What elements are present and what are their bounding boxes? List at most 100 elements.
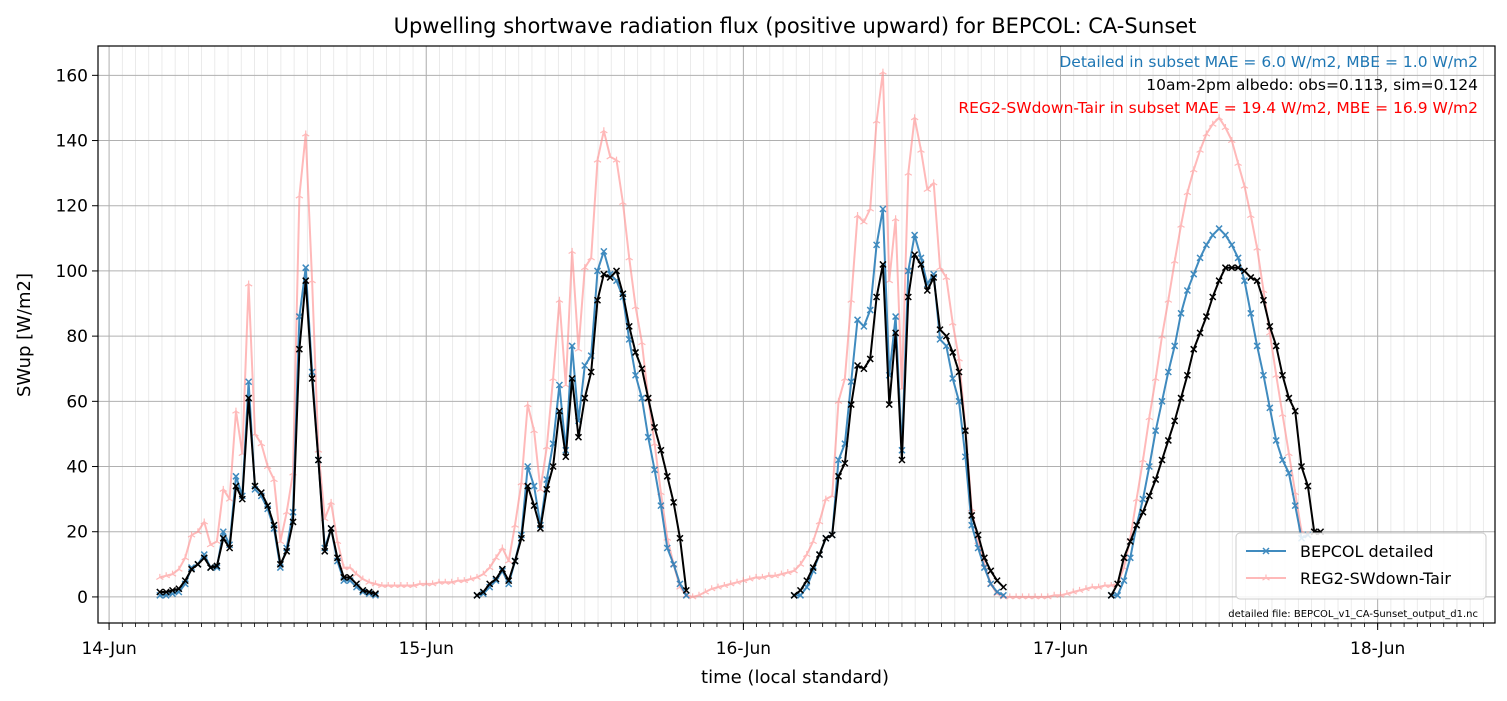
data-point	[1158, 456, 1166, 464]
data-point	[1278, 456, 1287, 464]
data-point	[961, 427, 969, 435]
data-point	[530, 427, 538, 434]
data-point	[930, 273, 938, 281]
y-tick-label: 60	[66, 392, 88, 412]
data-point	[593, 156, 602, 163]
data-point	[530, 502, 538, 510]
data-point	[1272, 371, 1280, 378]
data-point	[479, 590, 487, 598]
data-point	[834, 397, 843, 404]
data-point	[625, 254, 634, 261]
y-tick-label: 40	[66, 458, 88, 478]
data-point	[771, 572, 779, 579]
data-point	[1158, 397, 1166, 405]
data-point	[1285, 394, 1293, 402]
data-point	[917, 260, 925, 268]
data-point	[1164, 436, 1172, 444]
data-point	[1139, 508, 1147, 516]
data-point	[911, 251, 919, 259]
data-point	[1266, 404, 1274, 412]
data-point	[853, 212, 862, 219]
data-point	[854, 316, 862, 324]
data-point	[866, 205, 875, 212]
data-point	[1240, 182, 1249, 189]
data-point	[847, 296, 856, 303]
data-point	[726, 580, 735, 587]
data-point	[993, 588, 1001, 596]
data-point	[866, 355, 874, 363]
y-tick-label: 120	[56, 197, 88, 217]
data-point	[1285, 469, 1293, 477]
data-point	[251, 482, 259, 490]
data-point	[1069, 588, 1078, 595]
data-point	[714, 583, 722, 590]
data-point	[625, 322, 633, 330]
data-point	[676, 534, 684, 542]
series-line	[793, 253, 1005, 597]
data-point	[1164, 296, 1173, 303]
data-point	[428, 580, 437, 587]
data-point	[670, 498, 678, 506]
series-line	[476, 269, 688, 597]
data-point	[682, 586, 690, 594]
data-point	[1075, 586, 1084, 594]
data-point	[860, 365, 868, 373]
data-point	[333, 554, 341, 562]
data-point	[1253, 277, 1261, 285]
data-point	[1202, 130, 1211, 137]
x-axis-label: time (local standard)	[701, 667, 889, 688]
x-tick-label: 14-Jun	[81, 639, 136, 659]
data-point	[162, 572, 170, 579]
data-point	[1208, 120, 1217, 127]
data-point	[822, 495, 830, 502]
data-point	[257, 440, 266, 447]
data-point	[809, 564, 817, 572]
data-point	[295, 345, 303, 353]
data-point	[555, 296, 564, 303]
data-point	[1227, 137, 1236, 144]
series-line	[1111, 227, 1309, 597]
data-point	[524, 462, 532, 471]
data-point	[1190, 345, 1198, 353]
data-point	[593, 267, 602, 275]
legend-label: REG2-SWdown-Tair	[1300, 569, 1451, 588]
data-point	[473, 591, 481, 599]
x-tick-label: 17-Jun	[1033, 639, 1088, 659]
data-point	[733, 578, 741, 585]
data-point	[1152, 476, 1160, 484]
data-point	[1291, 502, 1299, 510]
legend-swatch	[1246, 547, 1286, 555]
data-point	[796, 560, 805, 567]
data-point	[505, 577, 513, 585]
data-point	[213, 538, 221, 545]
data-point	[1215, 114, 1223, 121]
data-point	[232, 482, 240, 490]
y-tick-label: 20	[66, 523, 88, 543]
data-point	[219, 528, 227, 536]
data-point	[949, 348, 957, 356]
y-tick-label: 0	[77, 588, 88, 608]
data-point	[612, 156, 621, 163]
data-point	[707, 585, 716, 592]
data-point	[270, 476, 278, 483]
data-point	[834, 472, 843, 480]
data-point	[974, 544, 982, 552]
data-point	[904, 267, 912, 275]
y-tick-label: 160	[56, 66, 88, 86]
legend-box	[1235, 532, 1487, 600]
data-point	[200, 554, 208, 562]
plot-area-frame	[97, 45, 1496, 624]
data-point	[860, 322, 868, 330]
data-point	[187, 531, 196, 538]
data-point	[917, 146, 925, 153]
data-point	[232, 472, 240, 480]
data-point	[1259, 296, 1268, 304]
data-point	[815, 518, 824, 525]
data-point	[1126, 537, 1134, 546]
data-point	[1063, 590, 1071, 597]
data-point	[245, 394, 253, 402]
data-point	[371, 580, 380, 587]
data-point	[790, 591, 798, 599]
data-point	[587, 368, 595, 376]
data-point	[1126, 554, 1134, 562]
